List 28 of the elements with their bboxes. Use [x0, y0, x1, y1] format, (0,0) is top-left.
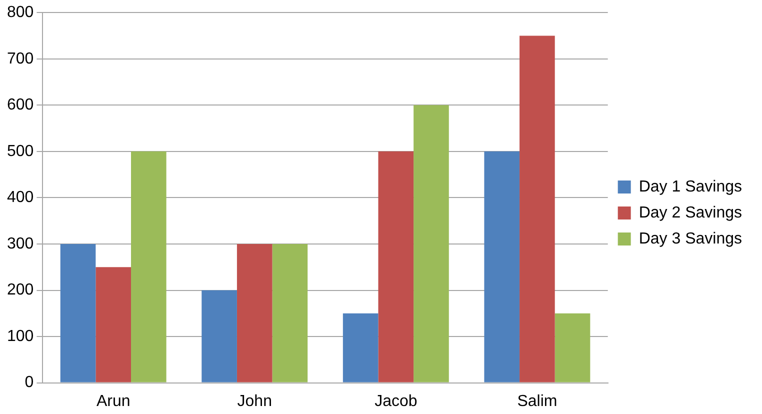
- x-tick-label: Jacob: [374, 392, 418, 410]
- y-tick-label: 0: [24, 374, 34, 392]
- bar: [96, 267, 131, 382]
- legend-label: Day 2 Savings: [638, 204, 742, 222]
- legend-label: Day 1 Savings: [638, 178, 742, 196]
- y-tick-label: 800: [6, 4, 34, 22]
- legend-label: Day 3 Savings: [638, 230, 742, 248]
- bar: [272, 244, 308, 382]
- bar: [414, 105, 449, 382]
- y-tick-label: 100: [6, 328, 34, 345]
- y-tick-label: 700: [6, 50, 34, 68]
- y-tick-label: 300: [6, 235, 34, 252]
- bar: [484, 151, 520, 382]
- y-tick-label: 600: [6, 96, 34, 114]
- bar: [342, 313, 378, 382]
- y-tick-label: 200: [6, 282, 34, 299]
- bar: [236, 244, 272, 382]
- bar: [131, 151, 166, 382]
- y-tick-label: 400: [6, 189, 34, 206]
- bar: [378, 151, 414, 382]
- bar: [554, 313, 590, 382]
- x-tick-label: John: [237, 392, 272, 410]
- y-tick-label: 500: [6, 142, 34, 160]
- x-tick-label: Arun: [96, 392, 130, 410]
- bar: [60, 244, 96, 382]
- x-tick-label: Salim: [517, 392, 558, 410]
- bar: [520, 36, 555, 382]
- bar: [202, 290, 237, 382]
